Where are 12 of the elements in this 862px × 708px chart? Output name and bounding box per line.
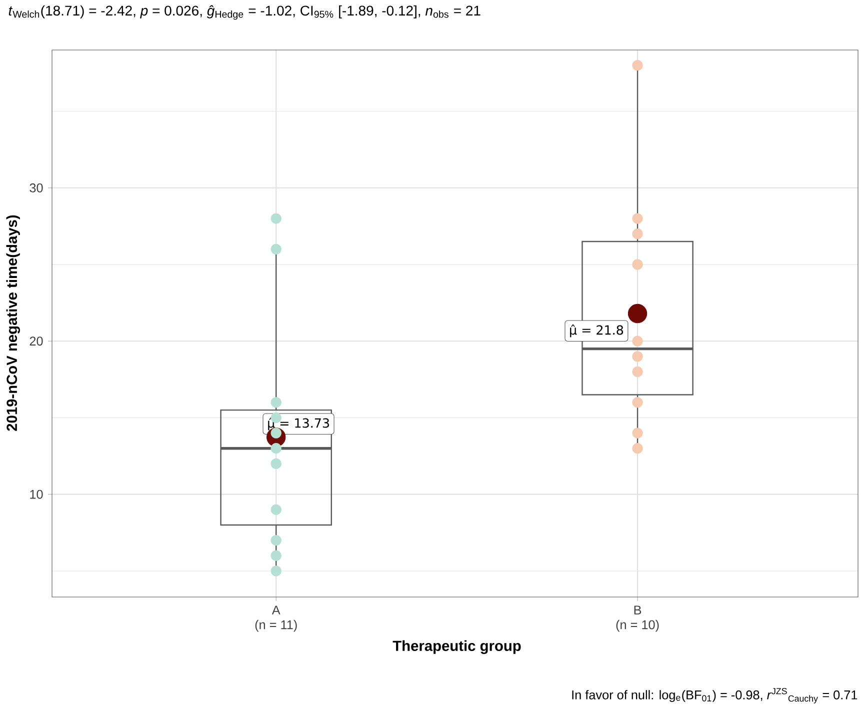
y-tick-label: 20 bbox=[30, 336, 43, 346]
text: (n = 10) bbox=[616, 620, 659, 632]
y-tick-label: 30 bbox=[30, 183, 43, 192]
text: (n = 11) bbox=[255, 620, 297, 632]
y-axis-title: 2019-nCoV negative time(days) bbox=[6, 215, 20, 431]
y-tick-label: 10 bbox=[30, 490, 43, 499]
annotation: μ̂ = 21.8 bbox=[570, 324, 624, 338]
x-tick-label: A bbox=[272, 606, 280, 614]
x-tick-label: B bbox=[634, 606, 642, 614]
x-axis-title: Therapeutic group bbox=[392, 640, 521, 654]
chart-title: t$_{Welch}$(18.71) = -2.42, p = 0.026, ĝ$_{Hedge}$ = -1.02, CI$_{95%}$ [-1.89, -0.12], n$_{obs}$ = 21 bbox=[8, 5, 480, 20]
text: In favor of null: log$_{e}$(BF$_{01}$) = -0.98, r$^{JZS}$$_{Cauchy}$ = 0.71 bbox=[572, 688, 858, 704]
